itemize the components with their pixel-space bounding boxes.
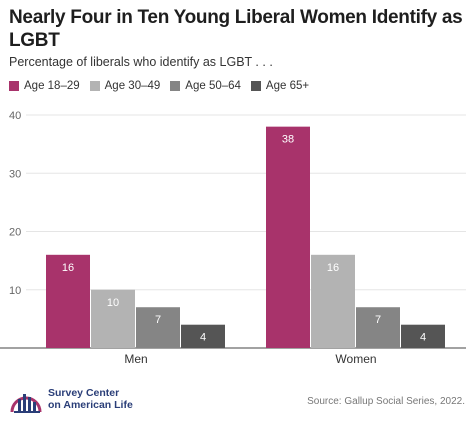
legend-label-age-18-29: Age 18–29 [24, 80, 80, 92]
y-tick-label-40: 40 [9, 110, 21, 122]
data-label-men-series-3: 4 [200, 332, 206, 344]
legend-label-age-50-64: Age 50–64 [185, 80, 241, 92]
bar-women-series-1 [311, 254, 355, 348]
chart-subtitle: Percentage of liberals who identify as L… [9, 55, 273, 69]
data-label-women-series-0: 38 [282, 134, 294, 146]
x-category-label-women: Women [335, 352, 376, 366]
legend: Age 18–29 Age 30–49 Age 50–64 Age 65+ [9, 80, 319, 92]
legend-label-age-65-plus: Age 65+ [265, 80, 310, 92]
bar-men-series-0 [46, 254, 90, 348]
bar-women-series-2 [356, 307, 400, 348]
legend-label-age-30-49: Age 30–49 [104, 80, 161, 92]
legend-item-age-65-plus: Age 65+ [250, 80, 310, 92]
legend-item-age-30-49: Age 30–49 [89, 80, 161, 92]
survey-center-logo: Survey Center on American Life [8, 382, 133, 416]
data-label-women-series-1: 16 [327, 262, 339, 274]
data-label-men-series-2: 7 [155, 314, 161, 326]
y-tick-label-10: 10 [9, 285, 21, 297]
bar-men-series-3 [181, 324, 225, 348]
legend-item-age-18-29: Age 18–29 [9, 80, 80, 92]
logo-line-1: Survey Center [48, 387, 120, 399]
logo-line-2: on American Life [48, 399, 133, 411]
logo-icon [10, 394, 42, 413]
bar-men-series-2 [136, 307, 180, 348]
y-tick-label-30: 30 [9, 168, 21, 180]
bar-women-series-0 [266, 126, 310, 349]
bar-men-series-1 [91, 289, 135, 348]
legend-swatch-age-18-29 [9, 81, 19, 91]
y-tick-label-20: 20 [9, 227, 21, 239]
data-label-women-series-3: 4 [420, 332, 426, 344]
data-label-men-series-1: 10 [107, 297, 119, 309]
data-label-women-series-2: 7 [375, 314, 381, 326]
source-note: Source: Gallup Social Series, 2022. [307, 396, 465, 407]
chart-title: Nearly Four in Ten Young Liberal Women I… [9, 7, 463, 51]
legend-item-age-50-64: Age 50–64 [170, 80, 241, 92]
legend-swatch-age-50-64 [170, 81, 181, 91]
legend-swatch-age-30-49 [89, 81, 100, 91]
x-category-label-men: Men [124, 352, 147, 366]
legend-swatch-age-65-plus [250, 81, 261, 91]
data-label-men-series-0: 16 [62, 262, 74, 274]
bar-women-series-3 [401, 324, 445, 348]
